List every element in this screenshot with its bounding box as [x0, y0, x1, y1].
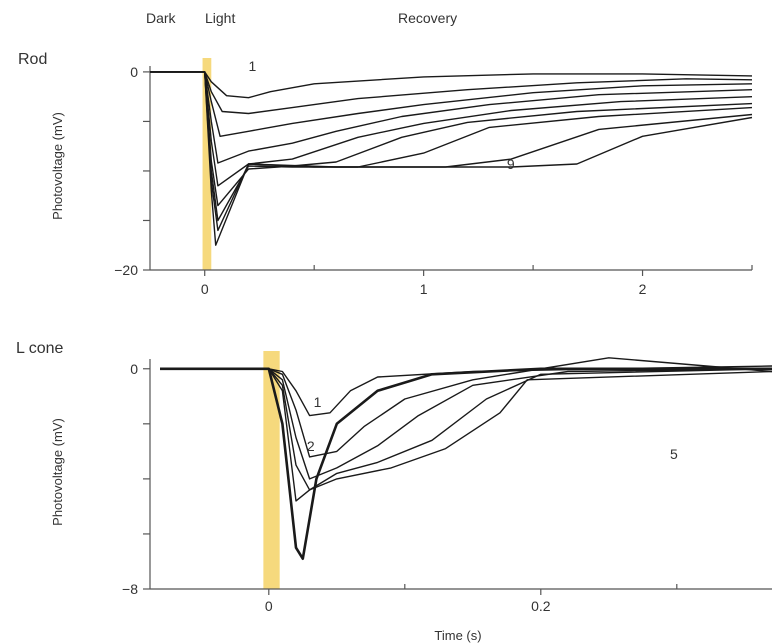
trace-label: 2 [307, 438, 315, 454]
cone-panel: L cone 0 −8 0 0.2 Photovoltage (mV) Time (s) 1 2… [16, 340, 773, 643]
panel-label: L cone [16, 340, 64, 357]
trace-line [150, 71, 753, 222]
light-pulse-bar [202, 58, 212, 270]
x-tick-label: 1 [420, 281, 428, 297]
x-tick-label: 0 [201, 281, 209, 297]
trace-line [160, 368, 773, 491]
trace-line [150, 71, 753, 232]
trace-line [150, 71, 753, 115]
panel-label: Rod [18, 51, 47, 68]
y-tick-label: 0 [130, 64, 138, 80]
trace-label: 5 [670, 446, 678, 462]
phase-label-light: Light [205, 10, 235, 26]
trace-line [150, 71, 753, 138]
y-axis-title: Photovoltage (mV) [50, 112, 65, 220]
x-axis-title: Time (s) [434, 628, 481, 643]
trace-line [150, 71, 753, 99]
trace-line [150, 71, 753, 246]
trace-label: 1 [249, 58, 257, 74]
trace-line [150, 71, 753, 187]
x-tick-label: 0 [265, 598, 273, 614]
phase-label-dark: Dark [146, 10, 177, 26]
trace-line [160, 357, 773, 458]
trace-line [160, 368, 773, 480]
x-tick-label: 2 [639, 281, 647, 297]
trace-label: 1 [314, 394, 322, 410]
y-axis-title: Photovoltage (mV) [50, 418, 65, 526]
trace-line [160, 367, 772, 561]
phase-label-recovery: Recovery [398, 10, 457, 26]
x-tick-label: 0.2 [531, 598, 551, 614]
light-pulse-bar [263, 351, 280, 589]
trace-line [160, 368, 773, 502]
y-tick-label: 0 [130, 361, 138, 377]
y-tick-label: −8 [122, 581, 138, 597]
trace-line [150, 71, 753, 164]
trace-label: 9 [507, 156, 515, 172]
y-tick-label: −20 [114, 262, 138, 278]
rod-panel: Rod 0 −20 0 1 2 Photovoltage (mV) 1 9 [18, 51, 753, 297]
